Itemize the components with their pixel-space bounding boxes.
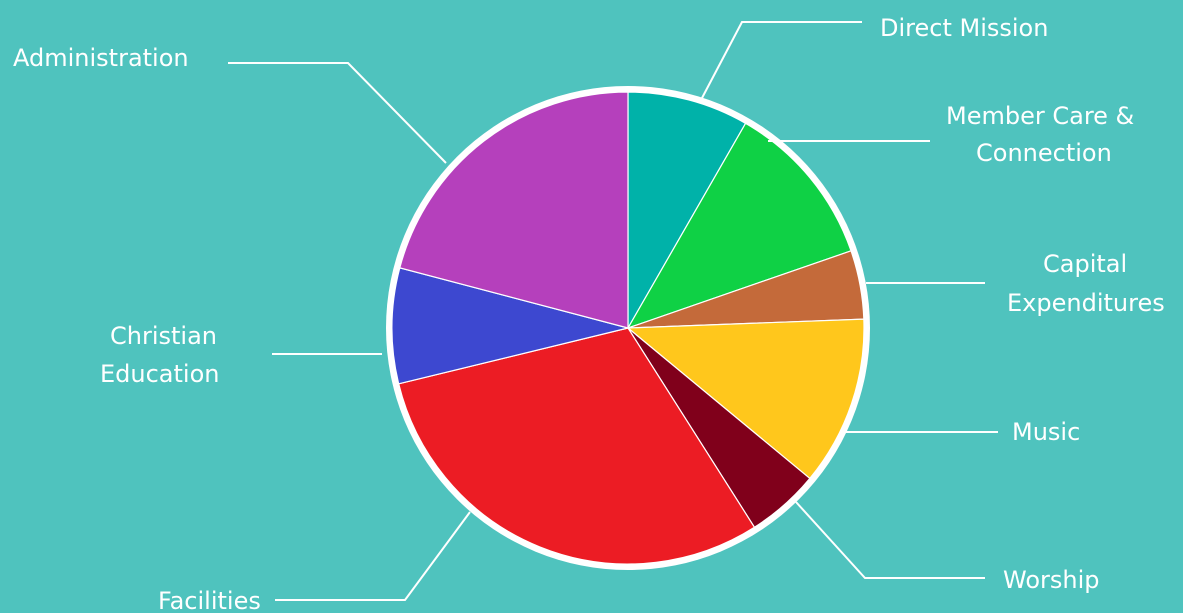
leader-line-administration [228,62,447,164]
pie-slice-facilities [397,327,756,565]
pie-slice-member-care-and-connection [626,122,852,330]
slice-label-music: Music [1012,418,1080,446]
slice-label-worship: Worship [1003,566,1100,594]
leader-line-facilities [275,511,471,601]
slice-label-direct-mission: Direct Mission [880,14,1048,42]
leader-line-direct-mission [701,21,862,99]
pie-slice-direct-mission [627,91,747,331]
leader-line-worship [795,501,985,579]
slice-label-administration: Administration [13,44,189,72]
slice-label-capital-expenditures: Capital Expenditures [1007,250,1165,317]
pie-slice-administration [399,91,629,329]
pie-slice-music [626,318,865,480]
pie-slice-christian-education [391,267,629,385]
slice-label-christian-education: Christian Education [100,322,219,388]
slice-label-facilities: Facilities [158,587,261,613]
slice-label-member-care-and-connection: Member Care & Connection [946,102,1134,167]
